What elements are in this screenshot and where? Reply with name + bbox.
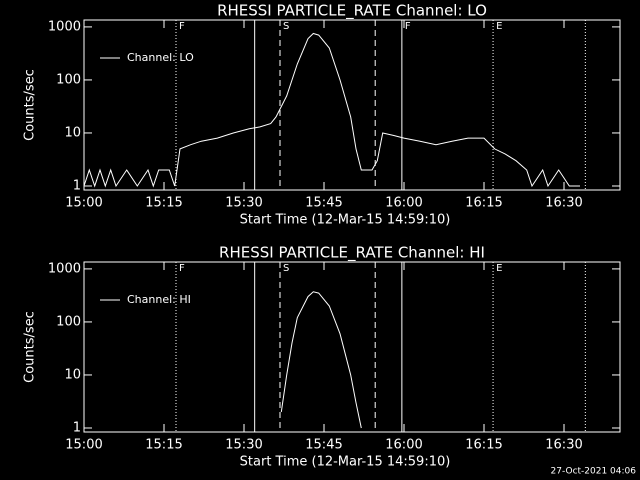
y-axis-label: Counts/sec (23, 69, 38, 141)
x-axis-label: Start Time (12-Mar-15 14:59:10) (240, 455, 451, 470)
y-tick-label: 1000 (48, 261, 81, 276)
legend-label: Channel: LO (127, 51, 194, 64)
x-tick-label: 15:45 (305, 438, 342, 453)
x-tick-label: 16:30 (545, 196, 582, 211)
y-tick-label: 10 (64, 125, 81, 140)
y-tick-label: 1000 (48, 19, 81, 34)
data-line (83, 32, 580, 188)
footer: 27-Oct-2021 04:06 (551, 467, 637, 477)
legend-label: Channel: HI (127, 293, 191, 306)
marker-label: E (496, 21, 502, 32)
y-tick-label: 10 (64, 367, 81, 382)
marker-label: F (405, 21, 411, 32)
x-tick-label: 16:00 (385, 196, 422, 211)
x-tick-label: 16:15 (465, 196, 502, 211)
x-tick-label: 16:15 (465, 438, 502, 453)
x-axis-label: Start Time (12-Mar-15 14:59:10) (240, 213, 451, 228)
x-tick-label: 16:30 (545, 438, 582, 453)
x-tick-label: 15:45 (305, 196, 342, 211)
y-tick-label: 1 (73, 420, 81, 435)
data-line (280, 291, 362, 429)
marker-label: F (179, 21, 185, 32)
y-tick-label: 100 (56, 72, 81, 87)
x-tick-label: 15:15 (145, 438, 182, 453)
chart-title: RHESSI PARTICLE_RATE Channel: HI (219, 244, 485, 263)
chart-title: RHESSI PARTICLE_RATE Channel: LO (217, 2, 487, 21)
plot-frame (83, 19, 621, 191)
marker-label: S (283, 21, 289, 32)
x-tick-label: 15:30 (225, 438, 262, 453)
y-axis-label: Counts/sec (23, 311, 38, 383)
y-tick-label: 1 (73, 178, 81, 193)
plot-frame (83, 261, 621, 433)
marker-label: E (496, 263, 502, 274)
x-tick-label: 16:00 (385, 438, 422, 453)
y-tick-label: 100 (56, 314, 81, 329)
marker-label: F (179, 263, 185, 274)
x-tick-label: 15:00 (65, 196, 102, 211)
x-tick-label: 15:15 (145, 196, 182, 211)
marker-label: S (283, 263, 289, 274)
x-tick-label: 15:30 (225, 196, 262, 211)
x-tick-label: 15:00 (65, 438, 102, 453)
